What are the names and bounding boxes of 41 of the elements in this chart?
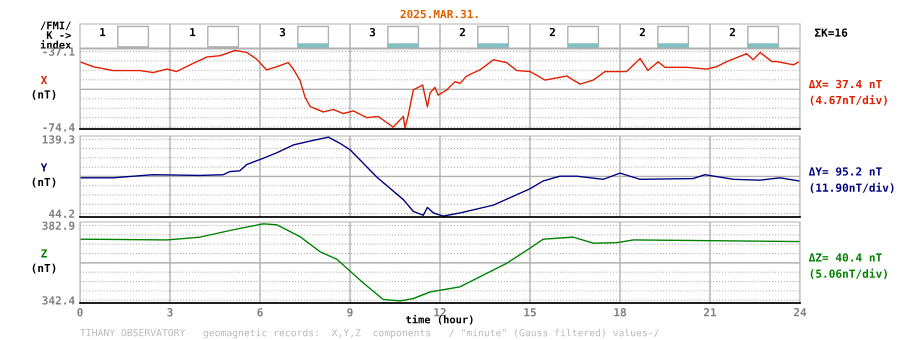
x-tick-label: 9 <box>347 308 353 317</box>
text: 2025.MAR.31. <box>400 10 478 18</box>
text: ΣK=16 <box>814 28 848 37</box>
data-label: 2 <box>460 28 465 36</box>
text: Y <box>40 163 48 172</box>
y-tick-label: -37.1 <box>43 47 75 56</box>
text: (4.67nT/div) <box>810 95 887 106</box>
data-label: 1 <box>100 28 106 36</box>
y-axis-title: (nT) <box>32 90 56 100</box>
x-tick-label: 18 <box>614 308 626 316</box>
x-tick-label: 21 <box>704 308 716 316</box>
y-tick-label: 139.3 <box>42 135 74 144</box>
x-tick-label: 24 <box>794 308 806 316</box>
text: (5.06nT/div) <box>810 268 887 280</box>
data-label: 2 <box>730 28 735 36</box>
y-axis-title: (nT) <box>32 264 56 274</box>
x-tick-label: 15 <box>524 308 536 316</box>
data-label: 2 <box>550 28 555 36</box>
x-tick-label: 0 <box>77 308 83 316</box>
text: X <box>40 76 48 84</box>
line-series <box>80 223 800 302</box>
x-tick-label: 12 <box>434 308 446 316</box>
text: ΔX= 37.4 nT <box>808 80 882 88</box>
x-tick-label: 6 <box>257 308 263 316</box>
text: TIHANY OBSERVATORY geomagnetic records: X,Y,Z components / "minute" (Gauss filtered) values-/ <box>80 328 659 338</box>
data-label: 3 <box>280 28 286 36</box>
text: /FMI/ K -> index <box>40 22 72 49</box>
y-tick-label: 44.2 <box>48 210 74 218</box>
text: (11.90nT/div) <box>810 182 894 194</box>
text: ΔZ= 40.4 nT <box>808 253 882 262</box>
x-tick-label: 3 <box>167 308 173 316</box>
data-label: 3 <box>370 28 376 36</box>
y-tick-label: 342.4 <box>42 296 75 305</box>
line-series <box>80 136 800 217</box>
y-axis-title: (nT) <box>32 178 56 188</box>
y-tick-label: 382.9 <box>42 221 74 230</box>
data-label: 2 <box>640 28 645 36</box>
y-tick-label: -74.4 <box>43 123 75 132</box>
text: ΔY= 95.2 nT <box>808 167 882 176</box>
text: Z <box>41 249 47 258</box>
data-label: 1 <box>190 28 196 36</box>
